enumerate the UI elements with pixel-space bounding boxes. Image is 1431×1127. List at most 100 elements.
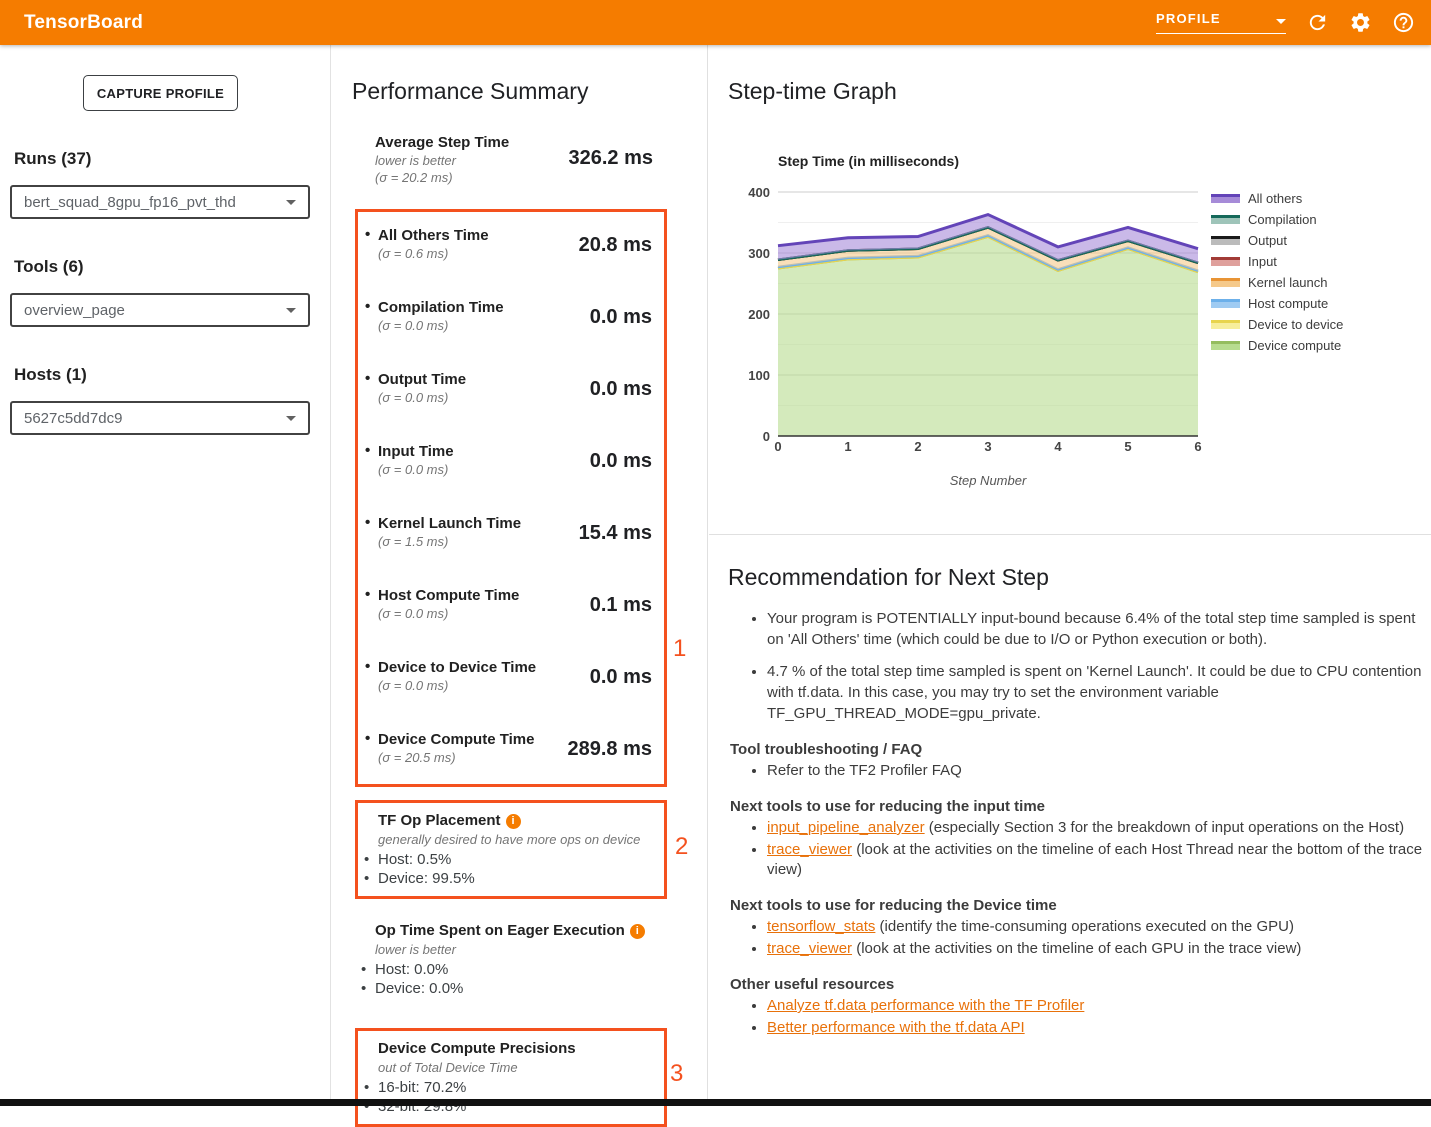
settings-gear-icon[interactable]	[1349, 11, 1372, 34]
average-step-time-metric: Average Step Time lower is better (σ = 2…	[375, 133, 653, 186]
section-title: Op Time Spent on Eager Execution	[375, 921, 659, 941]
metric-row: Compilation Time (σ = 0.0 ms) 0.0 ms	[378, 298, 652, 334]
chevron-down-icon	[286, 200, 296, 205]
metric-row: Kernel Launch Time (σ = 1.5 ms) 15.4 ms	[378, 514, 652, 550]
svg-text:0: 0	[774, 439, 781, 454]
recommendation-bullet: 4.7 % of the total step time sampled is …	[767, 661, 1423, 724]
metric-value: 0.0 ms	[590, 378, 652, 401]
legend-item: Device to device	[1211, 314, 1343, 335]
list-item: Analyze tf.data performance with the TF …	[767, 996, 1431, 1016]
metric-row: All Others Time (σ = 0.6 ms) 20.8 ms	[378, 226, 652, 262]
legend-item: All others	[1211, 188, 1343, 209]
svg-text:Step Time (in milliseconds): Step Time (in milliseconds)	[778, 153, 959, 169]
runs-label: Runs (37)	[14, 149, 91, 169]
info-icon[interactable]	[630, 924, 645, 939]
section-heading-resources: Other useful resources	[730, 976, 1401, 993]
tool-link[interactable]: tensorflow_stats	[767, 918, 875, 935]
refresh-icon[interactable]	[1306, 11, 1329, 34]
performance-summary-panel: Performance Summary Average Step Time lo…	[332, 45, 708, 1106]
svg-text:1: 1	[844, 439, 851, 454]
section-bullets: Host: 0.5%Device: 99.5%	[378, 850, 656, 888]
list-item: input_pipeline_analyzer (especially Sect…	[767, 818, 1431, 838]
tf-op-placement-section: TF Op Placement generally desired to hav…	[355, 800, 667, 899]
recommendation-section: Recommendation for Next Step Your progra…	[709, 535, 1431, 1038]
legend-label: Input	[1248, 254, 1277, 269]
legend-swatch	[1211, 194, 1240, 203]
recommendation-bullets: Your program is POTENTIALLY input-bound …	[751, 608, 1423, 724]
legend-label: Host compute	[1248, 296, 1328, 311]
step-time-graph-title: Step-time Graph	[728, 78, 897, 105]
metric-value: 0.0 ms	[590, 666, 652, 689]
list-item-text: (look at the activities on the timeline …	[767, 841, 1422, 878]
legend-swatch	[1211, 320, 1240, 329]
hosts-select-value: 5627c5dd7dc9	[24, 410, 122, 427]
app-header: TensorBoard PROFILE	[0, 0, 1431, 45]
tool-link[interactable]: input_pipeline_analyzer	[767, 819, 925, 836]
section-subtitle: generally desired to have more ops on de…	[378, 831, 656, 849]
runs-select[interactable]: bert_squad_8gpu_fp16_pvt_thd	[10, 185, 310, 219]
recommendation-title: Recommendation for Next Step	[728, 564, 1401, 591]
right-panel: Step-time Graph 01002003004000123456Step…	[709, 45, 1431, 1106]
tools-label: Tools (6)	[14, 257, 84, 277]
tool-link[interactable]: trace_viewer	[767, 940, 852, 957]
bullet-item: Host: 0.0%	[375, 960, 659, 979]
resource-link[interactable]: Analyze tf.data performance with the TF …	[767, 997, 1084, 1014]
metric-sigma: (σ = 20.2 ms)	[375, 169, 653, 186]
list-item-text: (look at the activities on the timeline …	[852, 940, 1301, 957]
eager-execution-section: Op Time Spent on Eager Execution lower i…	[355, 913, 667, 1006]
chevron-down-icon	[286, 416, 296, 421]
annotation-number-3: 3	[670, 1060, 683, 1088]
annotation-number-2: 2	[675, 833, 688, 861]
resources-list: Analyze tf.data performance with the TF …	[751, 996, 1431, 1038]
metric-row: Host Compute Time (σ = 0.0 ms) 0.1 ms	[378, 586, 652, 622]
svg-text:300: 300	[748, 246, 770, 261]
resource-link[interactable]: Better performance with the tf.data API	[767, 1019, 1025, 1036]
step-time-chart: 01002003004000123456Step Time (in millis…	[748, 144, 1210, 494]
svg-text:100: 100	[748, 368, 770, 383]
capture-profile-button[interactable]: CAPTURE PROFILE	[83, 75, 238, 111]
metric-value: 15.4 ms	[579, 522, 652, 545]
list-item: Refer to the TF2 Profiler FAQ	[767, 761, 1431, 781]
info-icon[interactable]	[506, 814, 521, 829]
dashboard-select[interactable]: PROFILE	[1156, 11, 1286, 34]
svg-text:Step Number: Step Number	[950, 473, 1027, 488]
list-item-text: Refer to the TF2 Profiler FAQ	[767, 762, 962, 779]
hosts-label: Hosts (1)	[14, 365, 87, 385]
legend-label: Kernel launch	[1248, 275, 1328, 290]
tool-link[interactable]: trace_viewer	[767, 841, 852, 858]
section-title: Device Compute Precisions	[378, 1039, 656, 1059]
section-heading-input-time: Next tools to use for reducing the input…	[730, 798, 1401, 815]
chevron-down-icon	[1276, 19, 1286, 24]
metric-value: 289.8 ms	[567, 738, 652, 761]
chart-legend: All othersCompilationOutputInputKernel l…	[1211, 188, 1343, 356]
list-item-text: (especially Section 3 for the breakdown …	[925, 819, 1404, 836]
recommendation-bullet: Your program is POTENTIALLY input-bound …	[767, 608, 1423, 650]
svg-text:0: 0	[763, 429, 770, 444]
hosts-select[interactable]: 5627c5dd7dc9	[10, 401, 310, 435]
metric-value: 0.0 ms	[590, 306, 652, 329]
screen-bottom-edge	[0, 1099, 1431, 1106]
bullet-item: Device: 99.5%	[378, 869, 656, 888]
section-subtitle: lower is better	[375, 941, 659, 959]
metric-row: Device to Device Time (σ = 0.0 ms) 0.0 m…	[378, 658, 652, 694]
device-time-tools-list: tensorflow_stats (identify the time-cons…	[751, 917, 1431, 959]
legend-item: Compilation	[1211, 209, 1343, 230]
svg-text:3: 3	[984, 439, 991, 454]
metric-row: Device Compute Time (σ = 20.5 ms) 289.8 …	[378, 730, 652, 766]
tools-select[interactable]: overview_page	[10, 293, 310, 327]
legend-label: All others	[1248, 191, 1302, 206]
metric-row: Output Time (σ = 0.0 ms) 0.0 ms	[378, 370, 652, 406]
sidebar: CAPTURE PROFILE Runs (37) bert_squad_8gp…	[0, 45, 331, 1106]
legend-label: Compilation	[1248, 212, 1317, 227]
svg-text:2: 2	[914, 439, 921, 454]
help-icon[interactable]	[1392, 11, 1415, 34]
svg-text:5: 5	[1124, 439, 1131, 454]
annotation-box-1: All Others Time (σ = 0.6 ms) 20.8 ms Com…	[355, 209, 667, 787]
legend-item: Device compute	[1211, 335, 1343, 356]
device-compute-precisions-section: Device Compute Precisions out of Total D…	[355, 1028, 667, 1127]
legend-swatch	[1211, 278, 1240, 287]
legend-item: Kernel launch	[1211, 272, 1343, 293]
section-title: TF Op Placement	[378, 811, 656, 831]
svg-text:400: 400	[748, 185, 770, 200]
list-item: trace_viewer (look at the activities on …	[767, 840, 1431, 880]
